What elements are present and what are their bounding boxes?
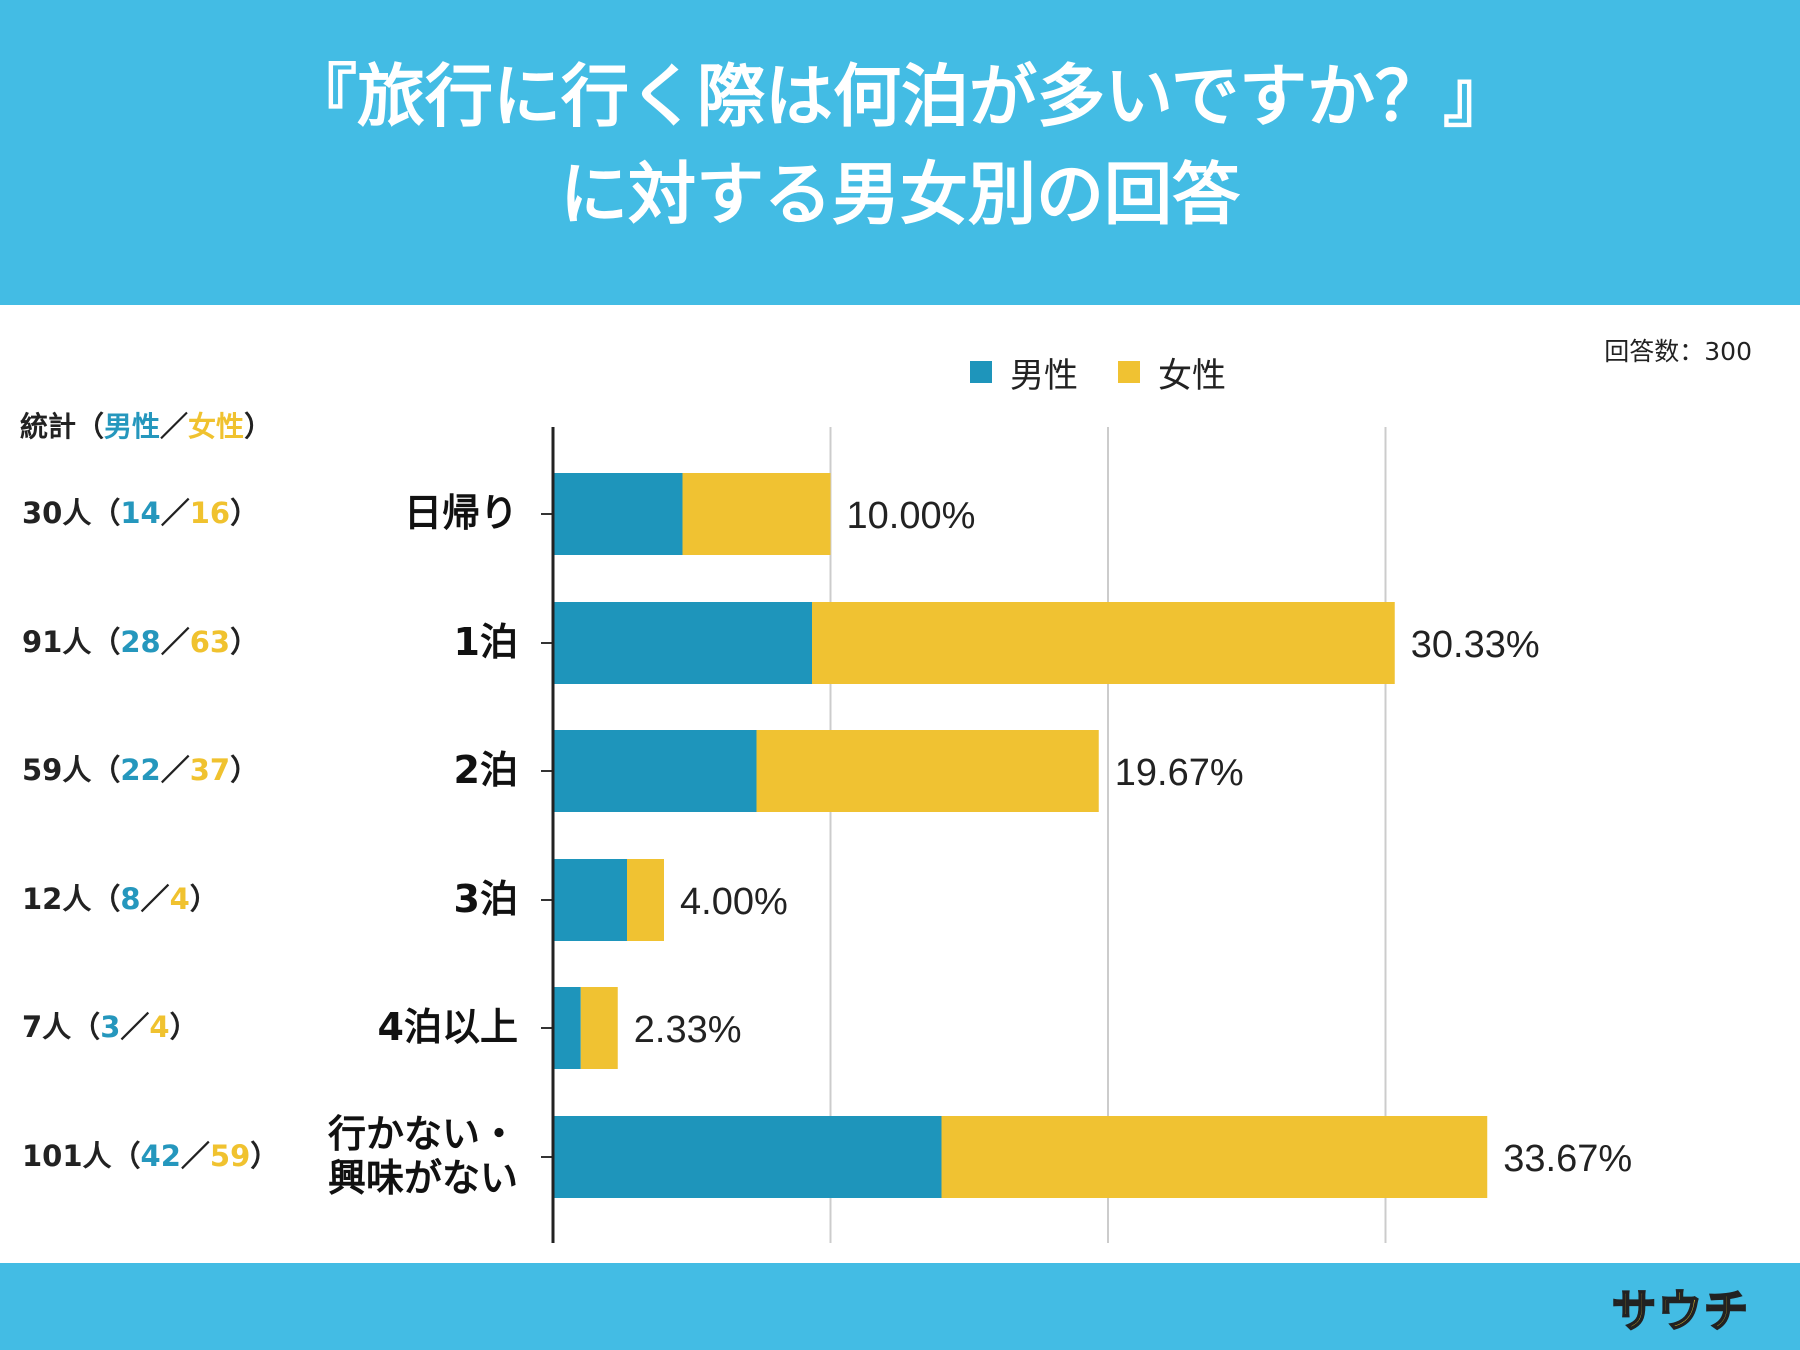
stat-text: ） xyxy=(230,625,260,659)
stat-text: ） xyxy=(250,1139,280,1173)
stat-row: 59人（22／37） xyxy=(22,747,259,789)
stat-male-count: 42 xyxy=(140,1139,181,1173)
stat-text: 101人（ xyxy=(22,1139,141,1173)
category-label-line: 2泊 xyxy=(453,748,518,793)
stats-header-prefix: 統計（ xyxy=(20,410,105,443)
stat-text: 12人（ xyxy=(22,882,121,916)
stacked-bar-chart: 10.00% 30.33% 19.67% 4.00% 2.33% 33.67% xyxy=(541,427,1632,1243)
category-label-line: 日帰り xyxy=(403,491,518,536)
category-label-line: 行かない・ xyxy=(327,1112,518,1157)
bar-male xyxy=(553,859,627,941)
footer-banner: サウチ xyxy=(0,1263,1800,1350)
bar-male xyxy=(553,1116,942,1198)
stat-female-count: 63 xyxy=(189,625,231,659)
data-label: 33.67% xyxy=(1503,1138,1632,1180)
header-banner: 『旅行に行く際は何泊が多いですか？』 に対する男女別の回答 xyxy=(0,0,1800,305)
category-label: 2泊 xyxy=(453,748,518,793)
page-title-line1: 『旅行に行く際は何泊が多いですか？』 xyxy=(289,58,1511,137)
stat-male-count: 22 xyxy=(120,753,161,787)
stat-row: 101人（42／59） xyxy=(22,1133,279,1175)
data-label: 10.00% xyxy=(847,495,976,537)
category-label-line: 3泊 xyxy=(453,877,518,922)
data-label: 30.33% xyxy=(1411,624,1540,666)
category-label: 日帰り xyxy=(403,491,518,536)
category-label: 3泊 xyxy=(453,877,518,922)
stat-text: 30人（ xyxy=(22,496,121,530)
bar-female xyxy=(756,730,1099,812)
stat-text: 59人（ xyxy=(22,753,121,787)
stats-header-suffix: ） xyxy=(244,410,273,443)
stat-male-count: 3 xyxy=(100,1010,121,1044)
data-label: 19.67% xyxy=(1115,752,1244,794)
stats-header: 統計（男性／女性） xyxy=(20,405,272,445)
category-label: 行かない・ 興味がない xyxy=(328,1113,518,1200)
stat-row: 7人（3／4） xyxy=(22,1004,199,1046)
stat-male-count: 28 xyxy=(120,625,161,659)
stat-row: 91人（28／63） xyxy=(22,619,259,661)
stat-text: 91人（ xyxy=(22,625,121,659)
bar-female xyxy=(682,473,831,555)
bar-male xyxy=(553,730,757,812)
data-label: 4.00% xyxy=(680,881,788,923)
legend-swatch-male xyxy=(970,361,992,383)
respondent-count: 回答数：300 xyxy=(1604,337,1752,366)
stat-text: ／ xyxy=(160,625,190,659)
bar-male xyxy=(553,602,812,684)
legend-item-male: 男性 xyxy=(970,348,1078,397)
legend-swatch-female xyxy=(1118,361,1140,383)
stat-text: 7人（ xyxy=(22,1010,101,1044)
stat-text: ／ xyxy=(180,1139,210,1173)
bar-female xyxy=(812,602,1395,684)
stats-header-sep: ／ xyxy=(160,410,189,443)
stat-text: ／ xyxy=(160,496,190,530)
category-label: 1泊 xyxy=(453,620,518,665)
category-label: 4泊以上 xyxy=(377,1005,518,1050)
legend-label-male: 男性 xyxy=(1010,355,1078,396)
chart-legend: 男性 女性 xyxy=(970,352,1266,396)
stat-text: ／ xyxy=(120,1010,150,1044)
category-label-line: 1泊 xyxy=(453,620,518,665)
stat-text: ／ xyxy=(140,882,170,916)
stat-female-count: 59 xyxy=(209,1139,251,1173)
legend-item-female: 女性 xyxy=(1118,348,1226,397)
stat-female-count: 4 xyxy=(169,882,190,916)
bar-female xyxy=(627,859,664,941)
stat-text: ） xyxy=(169,1010,199,1044)
stats-header-male: 男性 xyxy=(104,410,161,443)
stat-text: ） xyxy=(230,753,260,787)
stat-row: 12人（8／4） xyxy=(22,876,219,918)
page-title-line2: に対する男女別の回答 xyxy=(559,156,1240,235)
bar-male xyxy=(553,473,683,555)
data-label: 2.33% xyxy=(634,1009,742,1051)
category-label-line: 興味がない xyxy=(327,1155,518,1200)
bar-male xyxy=(553,987,581,1069)
stat-row: 30人（14／16） xyxy=(22,490,259,532)
stat-male-count: 8 xyxy=(120,882,141,916)
stat-female-count: 4 xyxy=(149,1010,170,1044)
stat-female-count: 37 xyxy=(189,753,231,787)
legend-label-female: 女性 xyxy=(1158,355,1226,396)
bar-female xyxy=(941,1116,1488,1198)
stat-text: ／ xyxy=(160,753,190,787)
stat-text: ） xyxy=(189,882,219,916)
brand-logo: サウチ xyxy=(1611,1285,1750,1338)
stat-male-count: 14 xyxy=(120,496,161,530)
bar-female xyxy=(580,987,618,1069)
stat-text: ） xyxy=(230,496,260,530)
stats-header-female: 女性 xyxy=(188,410,245,443)
category-label-line: 4泊以上 xyxy=(377,1005,518,1050)
stat-female-count: 16 xyxy=(189,496,231,530)
